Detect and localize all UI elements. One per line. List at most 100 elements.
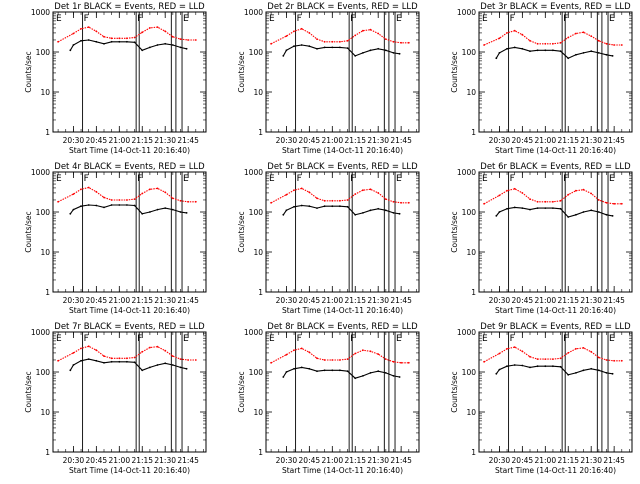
chart-title: Det 9r BLACK = Events, RED = LLD [480, 322, 631, 332]
y-tick-label: 1 [258, 288, 263, 297]
series-line-red [483, 30, 622, 46]
y-tick-label: 1000 [31, 328, 50, 337]
event-marker-label: E [609, 14, 615, 24]
data-point-black [521, 207, 524, 210]
data-point-black [300, 204, 303, 207]
event-marker-label: E [269, 334, 275, 344]
data-point-black [282, 376, 285, 378]
data-point-black [282, 213, 285, 216]
data-point-black [133, 361, 136, 364]
data-point-red [346, 199, 349, 201]
x-tick-label: 21:15 [557, 456, 579, 465]
x-tick-label: 21:00 [321, 456, 343, 465]
data-point-red [80, 27, 82, 30]
data-point-red [483, 44, 485, 46]
data-point-red [567, 36, 570, 39]
event-marker-label: F [297, 334, 302, 344]
data-point-black [323, 46, 326, 49]
data-point-red [620, 359, 623, 362]
data-point-black [308, 45, 311, 48]
data-point-red [605, 201, 608, 204]
data-point-black [575, 372, 577, 374]
data-point-red [103, 355, 105, 357]
y-tick-label: 1000 [457, 328, 476, 337]
data-point-black [506, 47, 508, 50]
x-tick-label: 21:30 [580, 136, 602, 145]
data-point-black [605, 53, 608, 56]
y-tick-label: 1 [45, 128, 50, 137]
x-tick-label: 20:45 [299, 136, 321, 145]
data-point-red [179, 38, 182, 40]
data-point-black [80, 39, 82, 42]
y-tick-label: 1 [45, 288, 50, 297]
event-marker-label: F [297, 174, 302, 184]
x-tick-label: 21:15 [131, 456, 153, 465]
data-point-red [171, 355, 174, 357]
x-tick-label: 21:30 [154, 296, 176, 305]
data-point-red [613, 359, 615, 362]
data-point-black [141, 212, 144, 215]
data-point-red [536, 42, 539, 45]
data-point-red [331, 40, 334, 43]
data-point-red [384, 198, 387, 201]
data-point-black [103, 42, 105, 45]
data-point-black [300, 44, 303, 46]
chart-panel-4: Det 4r BLACK = Events, RED = LLD 1 10 100 10… [24, 162, 207, 315]
y-tick-label: 100 [462, 208, 477, 217]
data-point-red [392, 360, 395, 363]
x-tick-label: 21:30 [367, 456, 389, 465]
data-point-black [110, 40, 113, 43]
series-line-black [282, 204, 400, 216]
y-axis-label: Counts/sec [450, 51, 459, 92]
data-point-black [575, 213, 577, 216]
data-point-black [611, 55, 614, 57]
data-point-black [392, 52, 395, 54]
data-point-black [323, 369, 326, 372]
data-point-red [620, 202, 623, 205]
data-point-black [118, 40, 121, 43]
y-tick-label: 10 [253, 408, 263, 417]
data-point-red [323, 40, 326, 43]
data-point-red [407, 361, 410, 364]
data-point-black [529, 50, 531, 53]
data-point-red [331, 359, 334, 361]
data-point-red [171, 197, 174, 200]
data-point-red [293, 30, 295, 33]
data-point-red [300, 187, 303, 190]
data-point-red [498, 352, 501, 355]
data-point-red [613, 44, 615, 46]
chart-title: Det 5r BLACK = Events, RED = LLD [267, 162, 418, 172]
data-point-red [95, 349, 98, 352]
data-point-red [133, 198, 136, 201]
event-marker-label: E [56, 174, 62, 184]
chart-panel-2: Det 2r BLACK = Events, RED = LLD 1 10 100 10… [237, 2, 420, 155]
data-point-red [57, 359, 59, 362]
event-marker-label: E [396, 174, 402, 184]
data-point-black [141, 49, 144, 52]
x-tick-label: 21:45 [177, 136, 199, 145]
data-point-red [95, 30, 98, 33]
data-point-red [400, 201, 402, 204]
data-point-red [590, 350, 593, 353]
data-point-black [362, 52, 364, 54]
data-point-red [567, 352, 570, 354]
x-tick-label: 21:45 [603, 136, 625, 145]
data-point-red [164, 191, 167, 194]
x-tick-label: 21:15 [344, 136, 366, 145]
event-marker-label: F [510, 14, 515, 24]
data-point-red [369, 28, 372, 31]
data-point-black [377, 47, 380, 50]
data-point-red [536, 200, 539, 203]
data-point-red [156, 187, 159, 190]
data-point-red [156, 26, 159, 28]
data-point-red [126, 37, 128, 40]
data-point-red [118, 37, 121, 40]
y-axis-label: Counts/sec [237, 371, 246, 412]
data-point-red [483, 202, 485, 205]
data-point-red [339, 359, 341, 361]
data-point-red [559, 357, 562, 360]
series-line-red [270, 347, 409, 364]
x-tick-label: 20:45 [86, 296, 108, 305]
data-point-red [187, 200, 190, 203]
